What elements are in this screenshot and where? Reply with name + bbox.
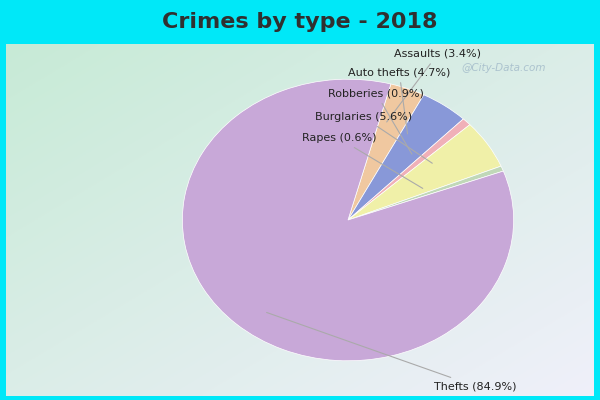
Text: Crimes by type - 2018: Crimes by type - 2018 [162,12,438,32]
Text: Robberies (0.9%): Robberies (0.9%) [328,88,424,154]
Wedge shape [348,95,463,220]
Text: @City-Data.com: @City-Data.com [462,63,546,73]
Text: Auto thefts (4.7%): Auto thefts (4.7%) [348,67,451,134]
Text: Burglaries (5.6%): Burglaries (5.6%) [315,112,432,163]
Wedge shape [182,79,514,361]
Text: Thefts (84.9%): Thefts (84.9%) [266,312,517,391]
Text: Rapes (0.6%): Rapes (0.6%) [302,133,423,188]
Wedge shape [348,166,503,220]
Text: Assaults (3.4%): Assaults (3.4%) [386,49,481,122]
Wedge shape [348,125,501,220]
Wedge shape [348,84,424,220]
Wedge shape [348,119,470,220]
